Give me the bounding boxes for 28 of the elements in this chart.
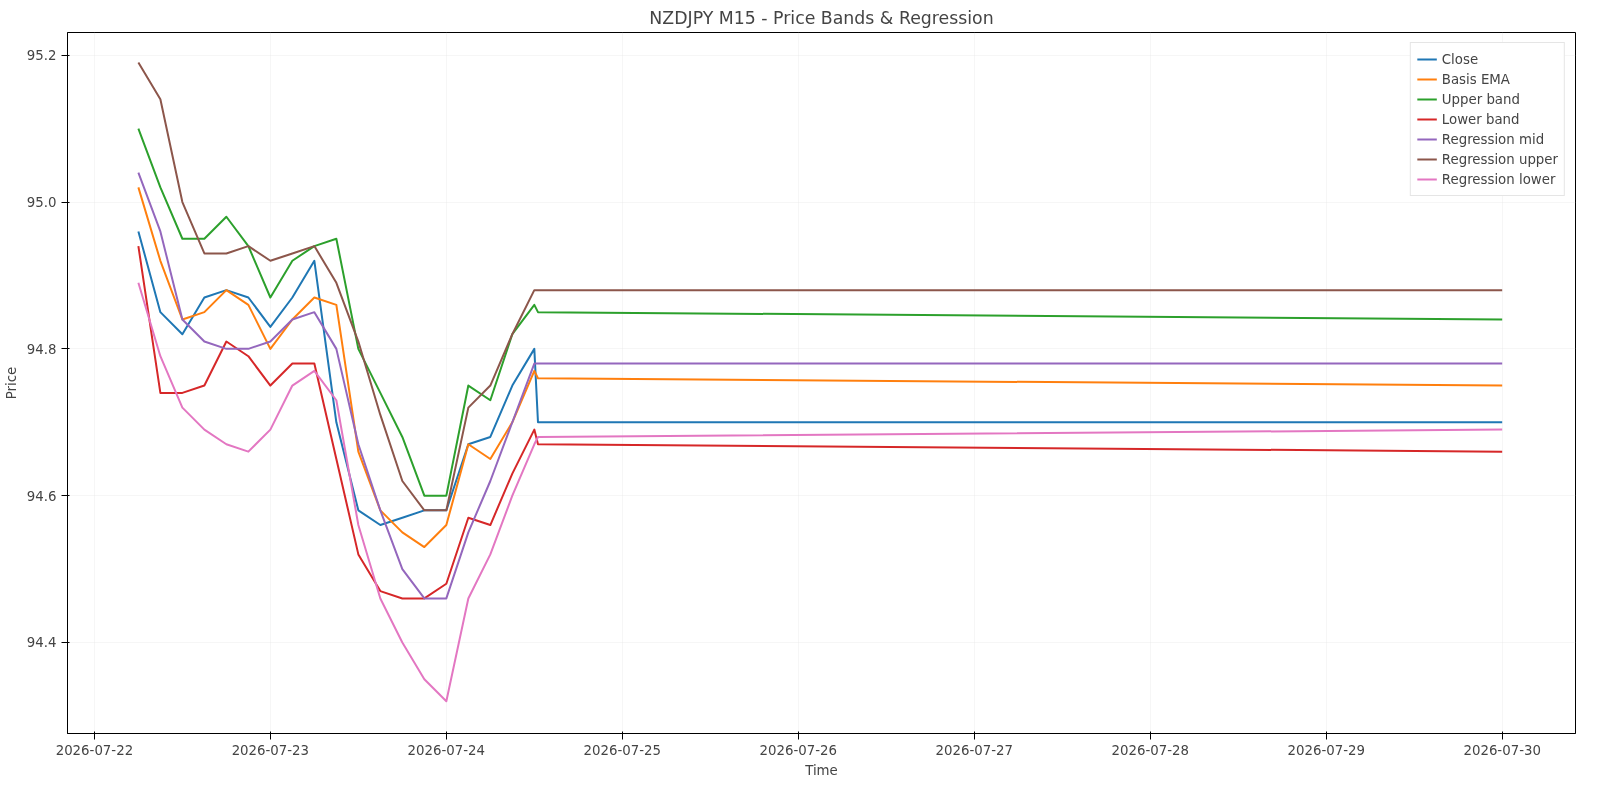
line-series	[137, 230, 1504, 527]
legend-label: Lower band	[1441, 111, 1520, 127]
legend-label: Regression mid	[1441, 131, 1545, 147]
y-axis-title: Price	[3, 366, 19, 400]
x-tick-label: 2026-07-27	[935, 742, 1013, 758]
legend-label: Regression upper	[1441, 151, 1558, 167]
x-axis-title: Time	[804, 762, 838, 778]
y-tick-label: 94.4	[26, 635, 57, 651]
legend-label: Regression lower	[1441, 171, 1556, 187]
legend-label: Basis EMA	[1441, 71, 1510, 87]
x-tick-label: 2026-07-24	[407, 742, 486, 758]
x-tick-label: 2026-07-30	[1463, 742, 1541, 758]
y-tick-label: 94.6	[26, 488, 57, 504]
y-tick-label: 95.0	[26, 195, 57, 211]
x-tick-label: 2026-07-22	[55, 742, 134, 758]
x-tick-label: 2026-07-29	[1287, 742, 1365, 758]
x-tick-label: 2026-07-23	[231, 742, 310, 758]
y-tick-label: 94.8	[26, 341, 57, 357]
x-tick-label: 2026-07-28	[1111, 742, 1189, 758]
line-series	[137, 281, 1504, 703]
legend-label: Close	[1441, 51, 1479, 67]
x-tick-label: 2026-07-25	[583, 742, 662, 758]
legend-label: Upper band	[1441, 91, 1520, 107]
line-series	[137, 186, 1504, 549]
x-tick-label: 2026-07-26	[759, 742, 838, 758]
y-tick-label: 95.2	[26, 48, 57, 64]
line-series	[137, 245, 1504, 600]
chart-title: NZDJPY M15 - Price Bands & Regression	[649, 7, 994, 28]
